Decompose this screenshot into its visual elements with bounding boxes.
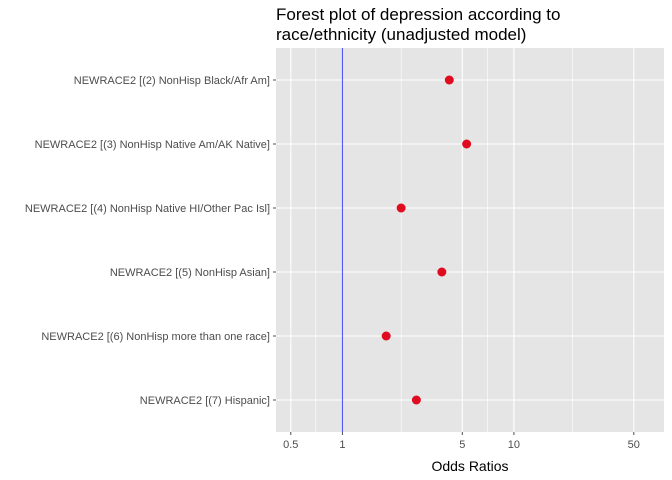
y-tick-label: NEWRACE2 [(7) Hispanic] [140, 395, 270, 407]
x-tick-label: 0.5 [283, 439, 298, 451]
data-point [437, 267, 447, 277]
chart-title-line-2: race/ethnicity (unadjusted model) [276, 25, 526, 44]
x-tick-label: 10 [508, 439, 520, 451]
y-tick-label: NEWRACE2 [(2) NonHisp Black/Afr Am] [74, 75, 270, 87]
data-point [396, 203, 406, 213]
y-axis-ticks: NEWRACE2 [(2) NonHisp Black/Afr Am] NEWRA… [25, 75, 276, 407]
x-tick-label: 50 [628, 439, 640, 451]
y-tick-label: NEWRACE2 [(4) NonHisp Native HI/Other Pa… [25, 203, 270, 215]
y-tick-label: NEWRACE2 [(6) NonHisp more than one race… [41, 331, 270, 343]
chart-title-line-1: Forest plot of depression according to [276, 5, 560, 24]
data-point [411, 395, 421, 405]
plot-panel [276, 48, 664, 432]
x-tick-label: 5 [459, 439, 465, 451]
y-tick-label: NEWRACE2 [(5) NonHisp Asian] [110, 267, 270, 279]
y-tick-label: NEWRACE2 [(3) NonHisp Native Am/AK Nativ… [35, 139, 270, 151]
minor-grid-lines [315, 48, 573, 432]
data-point [462, 139, 472, 149]
data-point [381, 331, 391, 341]
data-point [444, 75, 454, 85]
x-tick-label: 1 [339, 439, 345, 451]
data-points [381, 75, 472, 405]
x-axis-label: Odds Ratios [431, 458, 508, 474]
x-axis-ticks: 0.5 1 5 10 50 [283, 432, 640, 451]
